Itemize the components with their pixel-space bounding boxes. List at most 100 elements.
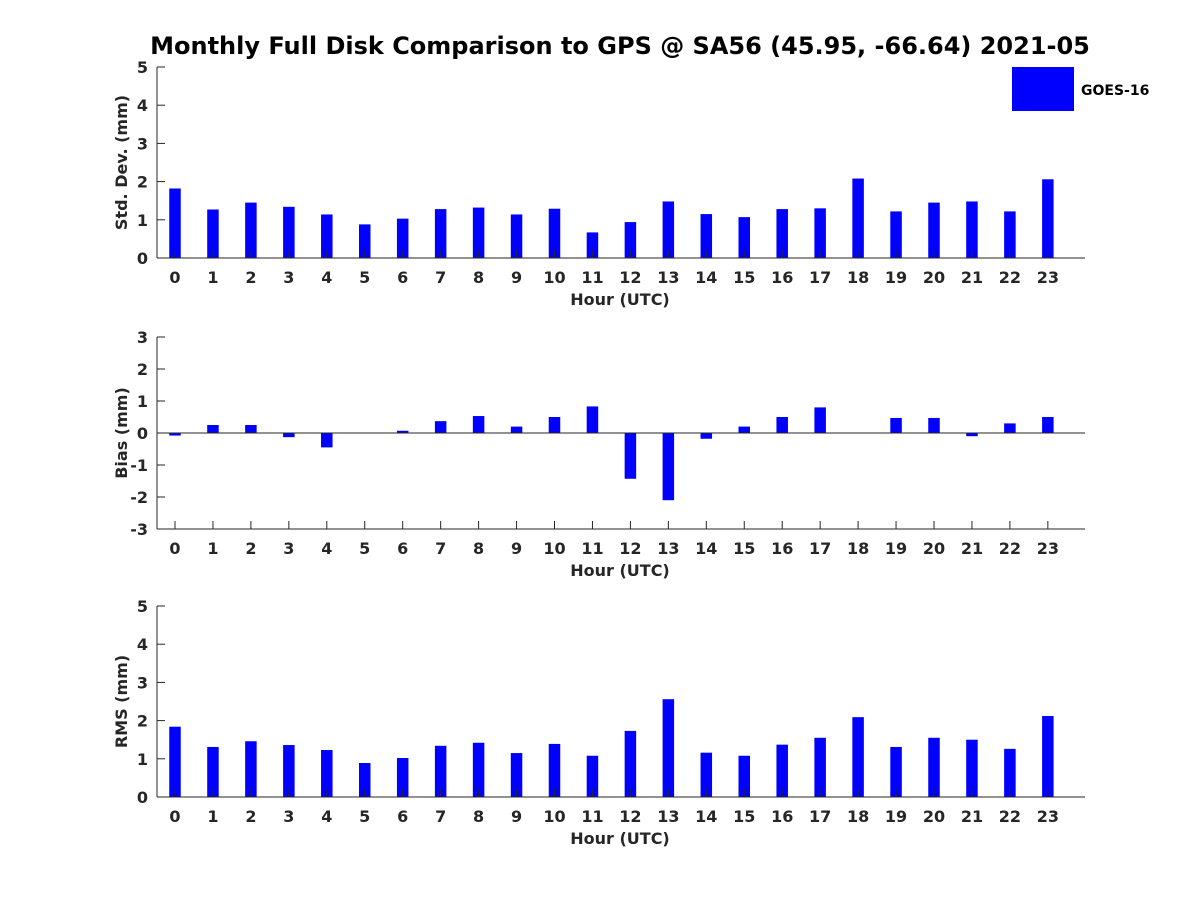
bar-std-dev-7 xyxy=(434,209,447,258)
x-tick-label: 8 xyxy=(473,539,484,558)
y-tick-label: 2 xyxy=(137,360,148,379)
x-tick-label: 19 xyxy=(885,268,907,287)
bar-bias-11 xyxy=(586,406,599,433)
x-tick-label: 20 xyxy=(923,807,945,826)
x-tick-label: 12 xyxy=(619,539,641,558)
y-tick-label: -2 xyxy=(130,488,148,507)
y-tick-label: -3 xyxy=(130,520,148,539)
bar-std-dev-10 xyxy=(548,208,561,258)
x-tick-label: 3 xyxy=(283,539,294,558)
bar-std-dev-17 xyxy=(814,208,826,258)
bar-bias-15 xyxy=(738,426,750,433)
x-tick-label: 7 xyxy=(435,268,446,287)
bar-bias-21 xyxy=(966,433,978,437)
x-tick-label: 8 xyxy=(473,807,484,826)
bar-std-dev-9 xyxy=(510,214,523,258)
y-tick-label: 1 xyxy=(137,211,148,230)
x-tick-label: 21 xyxy=(961,268,983,287)
x-tick-label: 22 xyxy=(999,807,1021,826)
x-tick-label: 12 xyxy=(619,268,641,287)
bar-rms-8 xyxy=(472,742,485,797)
x-tick-label: 18 xyxy=(847,539,869,558)
bar-rms-5 xyxy=(359,763,371,797)
x-tick-label: 15 xyxy=(733,539,755,558)
x-tick-label: 10 xyxy=(543,539,565,558)
bar-std-dev-4 xyxy=(321,214,333,258)
bar-std-dev-13 xyxy=(662,201,675,258)
x-tick-label: 17 xyxy=(809,539,831,558)
y-tick-label: 2 xyxy=(137,712,148,731)
x-tick-label: 18 xyxy=(847,268,869,287)
y-axis-label: RMS (mm) xyxy=(112,655,131,748)
bar-std-dev-16 xyxy=(776,209,788,258)
x-tick-label: 4 xyxy=(321,807,332,826)
x-tick-label: 14 xyxy=(695,268,717,287)
x-tick-label: 19 xyxy=(885,539,907,558)
bar-bias-13 xyxy=(662,433,675,501)
bar-std-dev-3 xyxy=(283,206,295,258)
x-tick-label: 3 xyxy=(283,807,294,826)
x-tick-label: 2 xyxy=(245,807,256,826)
legend: GOES-16 xyxy=(1012,67,1149,111)
bar-rms-10 xyxy=(548,743,561,797)
x-tick-label: 14 xyxy=(695,807,717,826)
x-tick-label: 1 xyxy=(207,807,218,826)
x-tick-label: 21 xyxy=(961,807,983,826)
bar-std-dev-11 xyxy=(586,232,599,258)
x-tick-label: 15 xyxy=(733,807,755,826)
x-tick-label: 10 xyxy=(543,268,565,287)
x-tick-label: 3 xyxy=(283,268,294,287)
x-tick-label: 23 xyxy=(1037,539,1059,558)
bar-bias-22 xyxy=(1004,423,1016,433)
x-tick-label: 0 xyxy=(169,539,180,558)
bar-rms-13 xyxy=(662,699,675,797)
x-tick-label: 18 xyxy=(847,807,869,826)
bar-bias-16 xyxy=(776,417,788,433)
bar-bias-2 xyxy=(245,425,257,433)
bar-rms-2 xyxy=(245,741,257,797)
x-tick-label: 0 xyxy=(169,268,180,287)
bar-bias-23 xyxy=(1042,417,1054,433)
x-tick-label: 1 xyxy=(207,539,218,558)
x-tick-label: 9 xyxy=(511,268,522,287)
y-tick-label: -1 xyxy=(130,456,148,475)
x-axis-label: Hour (UTC) xyxy=(570,561,670,580)
y-axis-label: Bias (mm) xyxy=(112,387,131,479)
bar-std-dev-21 xyxy=(966,201,978,258)
y-tick-label: 0 xyxy=(137,249,148,268)
y-tick-label: 3 xyxy=(137,134,148,153)
y-tick-label: 1 xyxy=(137,750,148,769)
bar-bias-14 xyxy=(700,433,713,439)
x-tick-label: 9 xyxy=(511,807,522,826)
y-tick-label: 5 xyxy=(137,58,148,77)
x-tick-label: 4 xyxy=(321,268,332,287)
bar-std-dev-8 xyxy=(472,207,485,258)
x-tick-label: 5 xyxy=(359,807,370,826)
x-tick-label: 5 xyxy=(359,268,370,287)
x-tick-label: 16 xyxy=(771,268,793,287)
x-tick-label: 13 xyxy=(657,539,679,558)
bar-rms-4 xyxy=(321,750,333,797)
y-tick-label: 2 xyxy=(137,173,148,192)
bar-bias-12 xyxy=(624,433,637,479)
x-tick-label: 1 xyxy=(207,268,218,287)
y-tick-label: 1 xyxy=(137,392,148,411)
x-tick-label: 16 xyxy=(771,807,793,826)
bar-rms-16 xyxy=(776,744,788,797)
bar-bias-1 xyxy=(207,425,219,433)
x-tick-label: 10 xyxy=(543,807,565,826)
y-tick-label: 4 xyxy=(137,635,148,654)
bar-bias-3 xyxy=(283,433,295,438)
x-tick-label: 16 xyxy=(771,539,793,558)
y-tick-label: 0 xyxy=(137,424,148,443)
bar-rms-0 xyxy=(169,726,181,797)
bar-std-dev-14 xyxy=(700,214,713,258)
bar-rms-12 xyxy=(624,730,637,797)
x-tick-label: 22 xyxy=(999,539,1021,558)
y-tick-label: 5 xyxy=(137,597,148,616)
bar-std-dev-2 xyxy=(245,202,257,258)
bar-std-dev-18 xyxy=(852,178,864,258)
